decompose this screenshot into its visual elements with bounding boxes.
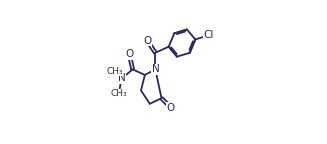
Text: CH₃: CH₃ [111,89,127,98]
Text: N: N [118,73,126,84]
Text: Cl: Cl [203,30,214,40]
Text: O: O [167,103,175,113]
Text: CH₃: CH₃ [106,67,123,76]
Text: O: O [143,36,151,46]
Text: O: O [125,49,133,59]
Text: N: N [151,64,159,74]
